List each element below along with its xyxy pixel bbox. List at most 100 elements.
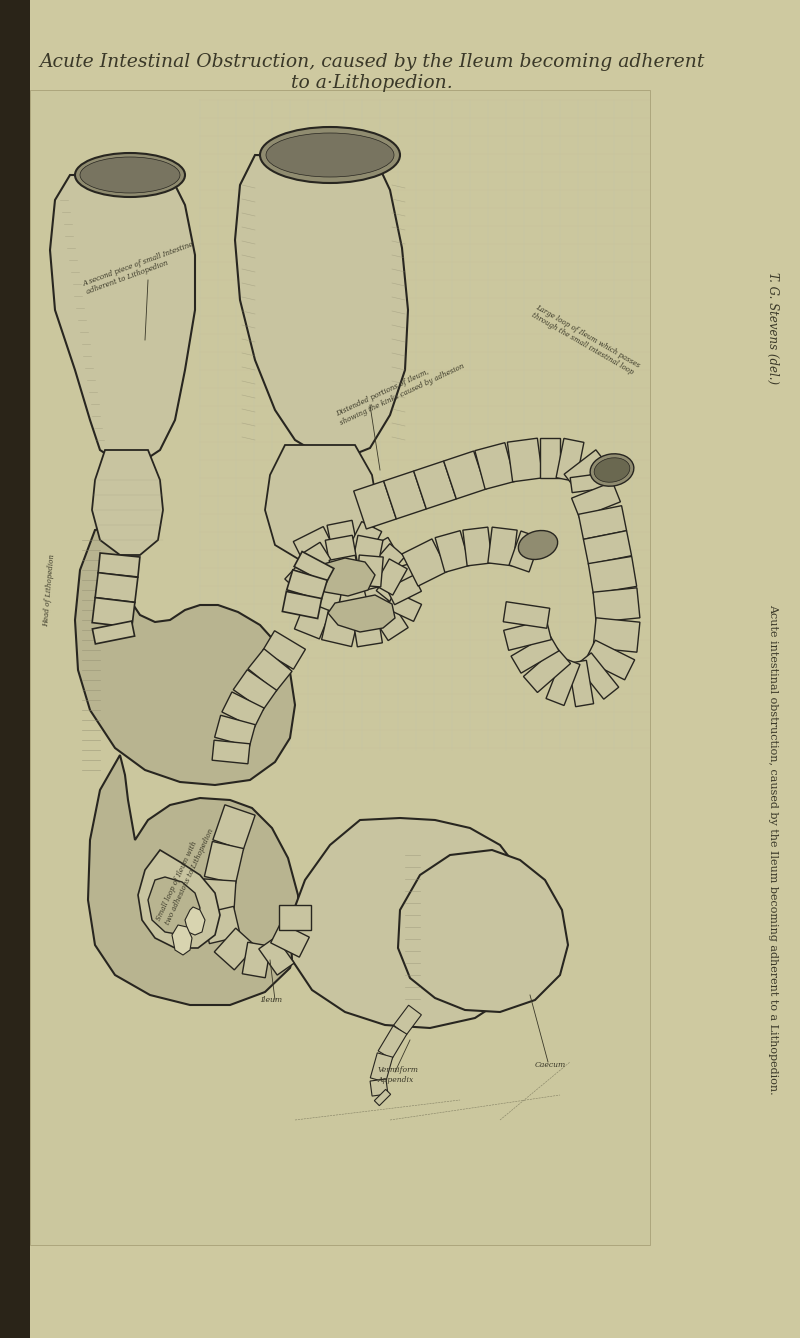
Polygon shape <box>362 538 398 570</box>
Polygon shape <box>294 551 334 583</box>
PathPatch shape <box>328 595 395 632</box>
Polygon shape <box>213 805 255 850</box>
Polygon shape <box>322 610 358 646</box>
Polygon shape <box>570 472 612 492</box>
Polygon shape <box>578 506 626 539</box>
Text: Small loop of Ileum with
two adhesions to Lithopedion: Small loop of Ileum with two adhesions t… <box>155 824 215 926</box>
Polygon shape <box>214 716 255 747</box>
PathPatch shape <box>185 907 205 935</box>
Polygon shape <box>235 155 408 458</box>
Polygon shape <box>386 591 422 621</box>
Polygon shape <box>242 942 270 978</box>
Polygon shape <box>374 559 407 595</box>
Text: Vermiform
Appendix: Vermiform Appendix <box>378 1066 419 1084</box>
Text: Acute Intestinal Obstruction, caused by the Ileum becoming adherent: Acute Intestinal Obstruction, caused by … <box>39 52 705 71</box>
Ellipse shape <box>260 127 400 183</box>
Polygon shape <box>286 570 327 601</box>
Polygon shape <box>571 482 621 518</box>
Ellipse shape <box>590 454 634 486</box>
Polygon shape <box>414 462 456 508</box>
Polygon shape <box>576 653 618 700</box>
Polygon shape <box>394 1005 422 1034</box>
PathPatch shape <box>138 850 220 949</box>
Polygon shape <box>352 535 383 570</box>
Polygon shape <box>357 555 383 587</box>
Polygon shape <box>556 439 584 482</box>
Polygon shape <box>444 451 486 499</box>
Polygon shape <box>588 557 637 594</box>
Polygon shape <box>593 618 640 652</box>
Polygon shape <box>304 542 336 578</box>
Polygon shape <box>327 520 358 555</box>
Polygon shape <box>509 531 541 571</box>
Polygon shape <box>546 657 580 705</box>
Polygon shape <box>381 563 414 589</box>
Polygon shape <box>504 619 551 650</box>
Polygon shape <box>212 740 250 764</box>
Polygon shape <box>262 630 306 669</box>
Text: T. G. Stevens (del.): T. G. Stevens (del.) <box>766 272 779 384</box>
Polygon shape <box>202 879 236 911</box>
Polygon shape <box>331 575 359 607</box>
Text: Caecum: Caecum <box>535 1061 566 1069</box>
Ellipse shape <box>80 157 180 193</box>
Text: Large loop of Ileum which passes
through the small intestinal loop: Large loop of Ileum which passes through… <box>530 302 642 377</box>
Polygon shape <box>370 1053 393 1082</box>
Polygon shape <box>294 601 330 640</box>
Polygon shape <box>354 482 396 529</box>
Text: A second piece of small Intestine
adherent to Lithopedion: A second piece of small Intestine adhere… <box>82 240 198 296</box>
Text: Distended portions of Ileum,
showing the kinks caused by adhesion: Distended portions of Ileum, showing the… <box>335 353 466 427</box>
Polygon shape <box>463 527 492 566</box>
Polygon shape <box>95 573 138 602</box>
Polygon shape <box>302 566 338 603</box>
Polygon shape <box>583 531 631 565</box>
Polygon shape <box>92 598 135 628</box>
Polygon shape <box>92 621 134 644</box>
Polygon shape <box>306 575 345 614</box>
Polygon shape <box>88 755 300 1005</box>
PathPatch shape <box>172 925 192 955</box>
Polygon shape <box>294 527 337 569</box>
Polygon shape <box>503 602 550 629</box>
Polygon shape <box>564 450 606 487</box>
Polygon shape <box>488 527 517 566</box>
Polygon shape <box>270 923 310 957</box>
Polygon shape <box>92 450 163 555</box>
Polygon shape <box>364 557 399 587</box>
Polygon shape <box>378 1026 407 1060</box>
Polygon shape <box>222 692 264 728</box>
PathPatch shape <box>148 876 200 935</box>
Bar <box>30 90 650 1244</box>
Polygon shape <box>402 539 448 586</box>
Polygon shape <box>338 585 370 619</box>
Polygon shape <box>214 929 256 970</box>
Polygon shape <box>398 850 568 1012</box>
Polygon shape <box>593 587 640 622</box>
Polygon shape <box>50 175 195 460</box>
Text: Acute intestinal obstruction, caused by the Ileum becoming adherent to a Lithope: Acute intestinal obstruction, caused by … <box>768 605 778 1094</box>
Polygon shape <box>75 524 295 785</box>
Polygon shape <box>568 660 594 706</box>
Polygon shape <box>353 613 382 646</box>
Ellipse shape <box>594 458 630 482</box>
Polygon shape <box>586 640 634 680</box>
Polygon shape <box>285 557 318 591</box>
Bar <box>0 0 30 1338</box>
Polygon shape <box>507 438 542 482</box>
Polygon shape <box>98 553 140 577</box>
Polygon shape <box>202 906 241 943</box>
Polygon shape <box>540 438 560 478</box>
Ellipse shape <box>75 153 185 197</box>
Polygon shape <box>376 575 412 609</box>
Polygon shape <box>384 471 426 519</box>
Polygon shape <box>370 543 405 579</box>
Ellipse shape <box>266 132 394 177</box>
Text: Head of Lithopedion: Head of Lithopedion <box>42 554 56 626</box>
Polygon shape <box>372 602 408 641</box>
Text: to a·Lithopedion.: to a·Lithopedion. <box>291 74 453 92</box>
Polygon shape <box>290 818 538 1028</box>
Polygon shape <box>234 670 277 710</box>
Polygon shape <box>475 443 515 490</box>
Polygon shape <box>258 937 294 975</box>
Ellipse shape <box>518 531 558 559</box>
